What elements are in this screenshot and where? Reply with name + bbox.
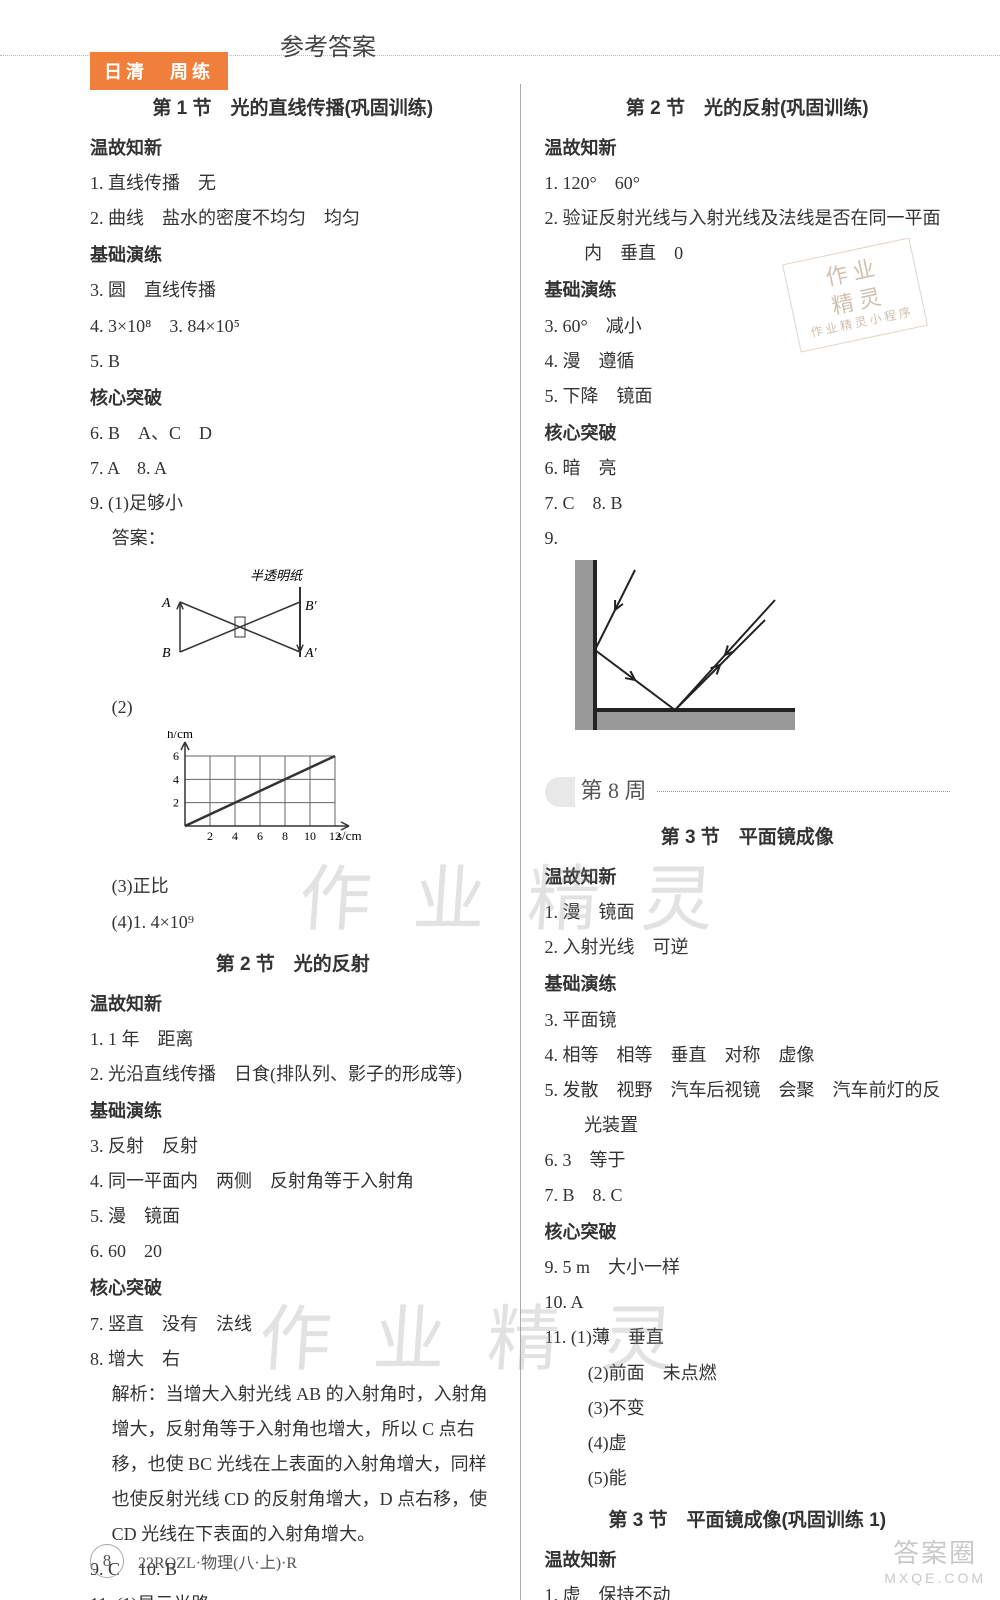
answer-line: 9.: [545, 521, 951, 556]
answer-line: 3. 反射 反射: [90, 1129, 496, 1164]
answer-line: 4. 漫 遵循: [545, 344, 951, 379]
svg-text:8: 8: [282, 829, 288, 843]
svg-text:h/cm: h/cm: [167, 731, 193, 741]
answer-line: 5. 漫 镜面: [90, 1199, 496, 1234]
svg-text:B′: B′: [305, 599, 318, 614]
answer-subline: (2)前面 未点燃: [545, 1356, 951, 1391]
answer-line: 9. 5 m 大小一样: [545, 1250, 951, 1285]
answer-line: 1. 120° 60°: [545, 166, 951, 201]
answer-line: (3)正比: [90, 869, 496, 904]
page-number: 8: [90, 1544, 124, 1578]
answer-line: 5. 发散 视野 汽车后视镜 会聚 汽车前灯的反光装置: [545, 1073, 951, 1143]
answer-line: 2. 光沿直线传播 日食(排队列、影子的形成等): [90, 1057, 496, 1092]
heading-wenguzhixin: 温故知新: [90, 131, 496, 166]
week-heading: 第 8 周: [545, 770, 951, 813]
answer-line: 7. 竖直 没有 法线: [90, 1307, 496, 1342]
svg-text:A: A: [161, 596, 171, 611]
answer-line: 10. A: [545, 1285, 951, 1320]
answer-line: 4. 3×10⁸ 3. 84×10⁵: [90, 309, 496, 344]
week-dot-icon: [545, 777, 575, 807]
week-line: [657, 791, 950, 792]
optics-diagram-1: A B 半透明纸 B′ A′: [150, 562, 496, 684]
heading-wenguzhixin: 温故知新: [545, 860, 951, 895]
site-name-cn: 答案圈: [884, 1533, 986, 1570]
answer-line: 1. 1 年 距离: [90, 1022, 496, 1057]
answer-line: 4. 相等 相等 垂直 对称 虚像: [545, 1038, 951, 1073]
answer-subline: (3)不变: [545, 1391, 951, 1426]
svg-text:6: 6: [257, 829, 263, 843]
svg-text:4: 4: [232, 829, 238, 843]
page-footer: 8 22RQZL·物理(八·上)·R: [90, 1544, 297, 1578]
answer-line: 6. 暗 亮: [545, 451, 951, 486]
heading-wenguzhixin: 温故知新: [90, 987, 496, 1022]
answer-line: 11. (1)显示光路: [90, 1587, 496, 1600]
answer-line: 7. B 8. C: [545, 1178, 951, 1213]
answer-line: 3. 圆 直线传播: [90, 273, 496, 308]
answer-line: 6. 60 20: [90, 1234, 496, 1269]
section-title: 第 3 节 平面镜成像: [545, 819, 951, 856]
answer-label: 答案：: [90, 521, 496, 556]
week-label: 第 8 周: [581, 770, 647, 813]
svg-text:s/cm: s/cm: [337, 828, 362, 843]
reflection-diagram: [575, 560, 951, 762]
answer-subline: (5)能: [545, 1461, 951, 1496]
heading-jichuyanlian: 基础演练: [545, 967, 951, 1002]
answer-line: 3. 平面镜: [545, 1003, 951, 1038]
heading-hexintupo: 核心突破: [90, 381, 496, 416]
header-badge: 日清 周练: [90, 52, 228, 90]
answer-line: 1. 漫 镜面: [545, 895, 951, 930]
page-root: 日清 周练 参考答案 第 1 节 光的直线传播(巩固训练) 温故知新 1. 直线…: [0, 0, 1000, 1600]
heading-hexintupo: 核心突破: [545, 1215, 951, 1250]
svg-text:2: 2: [207, 829, 213, 843]
answer-line: 8. 增大 右: [90, 1342, 496, 1377]
diagram-svg: [575, 560, 795, 750]
heading-hexintupo: 核心突破: [90, 1271, 496, 1306]
svg-text:B: B: [162, 646, 171, 661]
heading-jichuyanlian: 基础演练: [90, 1094, 496, 1129]
answer-line: 4. 同一平面内 两侧 反射角等于入射角: [90, 1164, 496, 1199]
heading-jichuyanlian: 基础演练: [90, 238, 496, 273]
answer-line: 7. C 8. B: [545, 486, 951, 521]
section-title: 第 1 节 光的直线传播(巩固训练): [90, 90, 496, 127]
answer-line: 9. (1)足够小: [90, 486, 496, 521]
svg-text:半透明纸: 半透明纸: [250, 568, 304, 583]
footer-code: 22RQZL·物理(八·上)·R: [138, 1549, 297, 1573]
svg-text:10: 10: [304, 829, 316, 843]
answer-line: 5. 下降 镜面: [545, 379, 951, 414]
heading-hexintupo: 核心突破: [545, 416, 951, 451]
answer-subline: (4)虚: [545, 1426, 951, 1461]
svg-text:4: 4: [173, 773, 179, 787]
chart-svg: 24681012246h/cms/cm: [150, 731, 370, 851]
answer-line: 7. A 8. A: [90, 451, 496, 486]
chart-h-vs-s: 24681012246h/cms/cm: [150, 731, 496, 863]
header-title: 参考答案: [280, 27, 376, 62]
svg-text:6: 6: [173, 749, 179, 763]
answer-line: 2. 曲线 盐水的密度不均匀 均匀: [90, 201, 496, 236]
explanation: 解析：当增大入射光线 AB 的入射角时，入射角增大，反射角等于入射角也增大，所以…: [90, 1377, 496, 1552]
answer-line: 1. 直线传播 无: [90, 166, 496, 201]
answer-line: 11. (1)薄 垂直: [545, 1320, 951, 1355]
answer-line: 5. B: [90, 344, 496, 379]
site-name-en: MXQE.COM: [884, 1570, 986, 1586]
heading-wenguzhixin: 温故知新: [545, 131, 951, 166]
answer-line: 6. B A、C D: [90, 416, 496, 451]
page-header: 参考答案: [0, 0, 1000, 56]
answer-line: (2): [90, 690, 496, 725]
svg-text:2: 2: [173, 796, 179, 810]
diagram-svg: A B 半透明纸 B′ A′: [150, 562, 370, 672]
section-title: 第 2 节 光的反射(巩固训练): [545, 90, 951, 127]
answer-line: 6. 3 等于: [545, 1143, 951, 1178]
section-title: 第 2 节 光的反射: [90, 946, 496, 983]
site-watermark: 答案圈 MXQE.COM: [884, 1533, 986, 1586]
answer-line: 2. 入射光线 可逆: [545, 930, 951, 965]
left-column: 第 1 节 光的直线传播(巩固训练) 温故知新 1. 直线传播 无 2. 曲线 …: [90, 84, 521, 1600]
answer-line: (4)1. 4×10⁹: [90, 905, 496, 940]
svg-text:A′: A′: [304, 646, 318, 661]
